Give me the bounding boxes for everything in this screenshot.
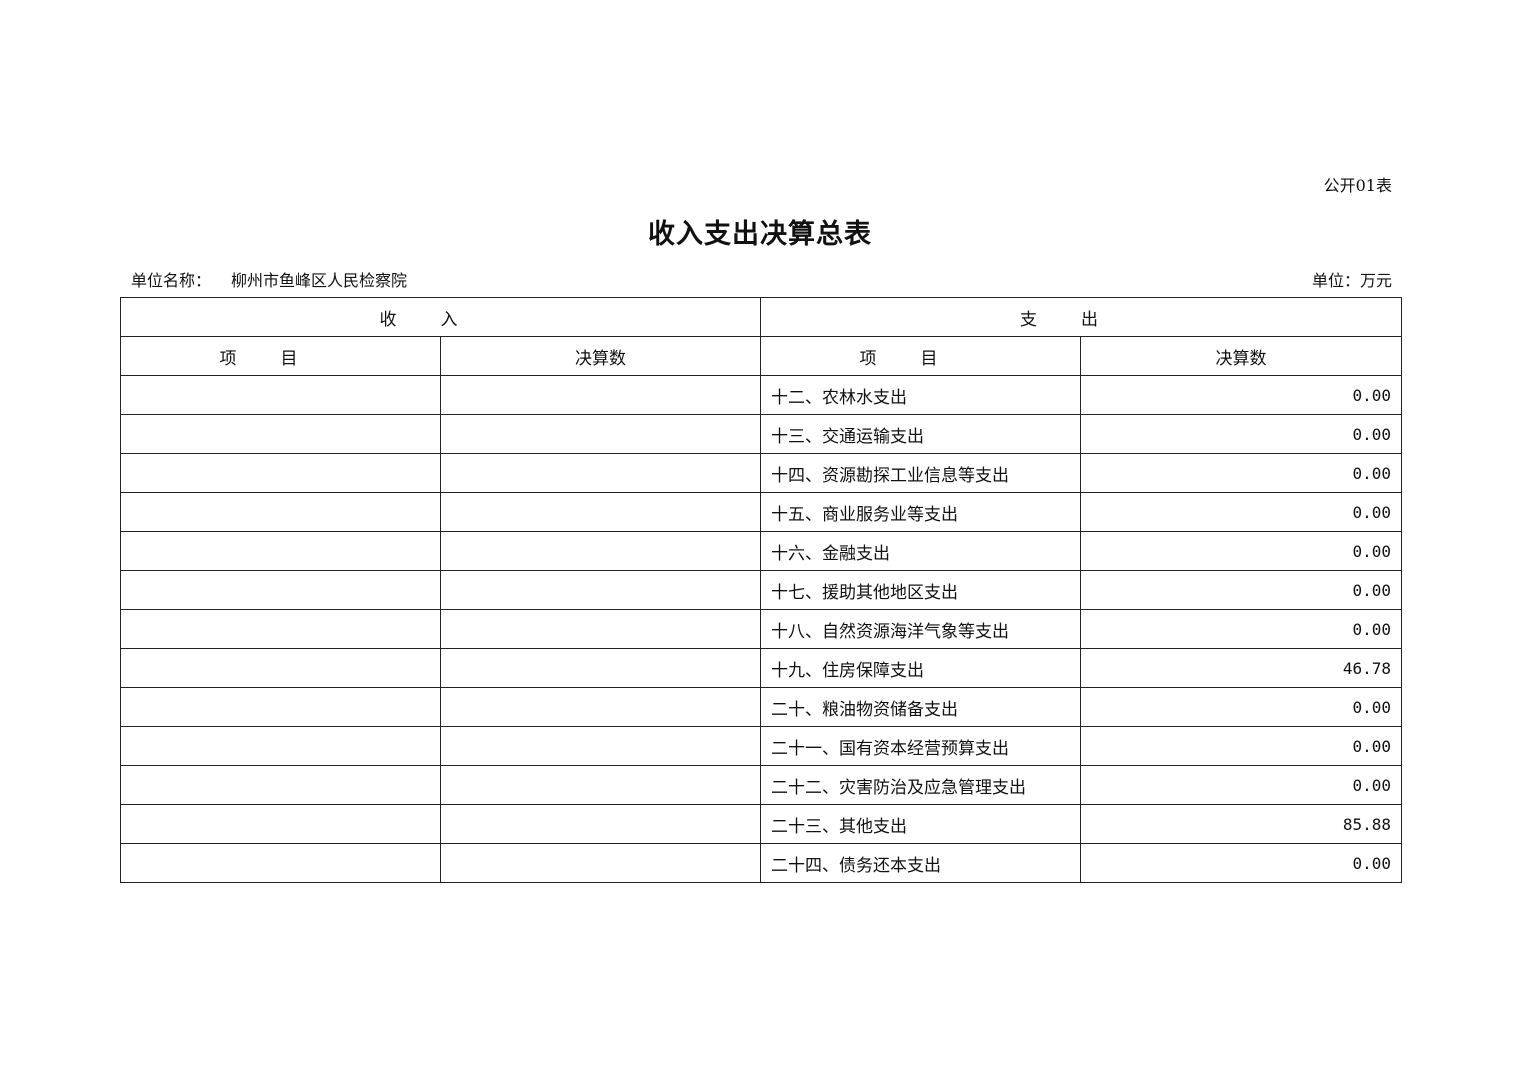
expense-item-cell: 十五、商业服务业等支出 [760,492,1081,532]
table-row: 二十、粮油物资储备支出 0.00 [120,687,1402,727]
income-amount-cell [440,492,761,532]
table-row: 十八、自然资源海洋气象等支出 0.00 [120,609,1402,649]
income-amount-cell [440,687,761,727]
expense-item-cell: 十二、农林水支出 [760,375,1081,415]
expense-amount-cell: 0.00 [1080,687,1402,727]
income-item-cell [120,414,441,454]
expense-item-cell: 二十、粮油物资储备支出 [760,687,1081,727]
expense-item-cell: 十九、住房保障支出 [760,648,1081,688]
income-item-cell [120,765,441,805]
income-section-header: 收入 [120,297,761,337]
expense-amount-cell: 0.00 [1080,609,1402,649]
table-row: 十六、金融支出 0.00 [120,531,1402,571]
expense-item-cell: 十六、金融支出 [760,531,1081,571]
income-amount-cell [440,414,761,454]
form-number: 公开01表 [1323,176,1392,195]
income-amount-cell [440,765,761,805]
expense-amount-cell: 0.00 [1080,531,1402,571]
table-row: 十九、住房保障支出 46.78 [120,648,1402,688]
income-amount-cell [440,726,761,766]
table-row: 二十一、国有资本经营预算支出 0.00 [120,726,1402,766]
table-row: 二十三、其他支出 85.88 [120,804,1402,844]
income-item-cell [120,648,441,688]
expense-amount-cell: 0.00 [1080,726,1402,766]
expense-item-header: 项目 [760,336,1081,376]
income-item-cell [120,375,441,415]
expense-item-cell: 十四、资源勘探工业信息等支出 [760,453,1081,493]
expense-item-cell: 二十三、其他支出 [760,804,1081,844]
unit-name-value: 柳州市鱼峰区人民检察院 [231,271,408,290]
page-title: 收入支出决算总表 [648,219,872,250]
expense-amount-cell: 85.88 [1080,804,1402,844]
income-item-cell [120,843,441,883]
income-item-cell [120,609,441,649]
column-header-row: 项目 决算数 项目 决算数 [120,336,1402,376]
expense-amount-cell: 0.00 [1080,492,1402,532]
income-item-cell [120,726,441,766]
expense-item-cell: 二十二、灾害防治及应急管理支出 [760,765,1081,805]
income-item-cell [120,687,441,727]
income-amount-cell [440,843,761,883]
expense-item-cell: 十八、自然资源海洋气象等支出 [760,609,1081,649]
expense-amount-header: 决算数 [1080,336,1402,376]
table-row: 二十二、灾害防治及应急管理支出 0.00 [120,765,1402,805]
income-amount-cell [440,804,761,844]
unit-name-line: 单位名称： 柳州市鱼峰区人民检察院 [131,267,407,291]
expense-amount-cell: 0.00 [1080,570,1402,610]
table-row: 十二、农林水支出 0.00 [120,375,1402,415]
income-item-cell [120,531,441,571]
currency-unit: 单位：万元 [1311,271,1392,290]
expense-item-cell: 二十一、国有资本经营预算支出 [760,726,1081,766]
income-amount-cell [440,609,761,649]
expense-amount-cell: 0.00 [1080,843,1402,883]
income-item-cell [120,570,441,610]
income-item-cell [120,453,441,493]
table-row: 十五、商业服务业等支出 0.00 [120,492,1402,532]
table-row: 十三、交通运输支出 0.00 [120,414,1402,454]
expense-amount-cell: 46.78 [1080,648,1402,688]
income-amount-cell [440,570,761,610]
section-header-row: 收入 支出 [120,297,1402,337]
table-row: 二十四、债务还本支出 0.00 [120,843,1402,883]
budget-summary-table: 收入 支出 项目 决算数 项目 决算数 十二、农林水支出 0.00 十三、交通运输支… [120,297,1402,883]
expense-amount-cell: 0.00 [1080,375,1402,415]
expense-item-cell: 十七、援助其他地区支出 [760,570,1081,610]
income-amount-cell [440,531,761,571]
table-row: 十四、资源勘探工业信息等支出 0.00 [120,453,1402,493]
income-amount-cell [440,648,761,688]
income-item-cell [120,492,441,532]
expense-item-cell: 十三、交通运输支出 [760,414,1081,454]
expense-section-header: 支出 [760,297,1402,337]
expense-amount-cell: 0.00 [1080,414,1402,454]
expense-amount-cell: 0.00 [1080,765,1402,805]
income-amount-cell [440,375,761,415]
income-amount-cell [440,453,761,493]
income-amount-header: 决算数 [440,336,761,376]
expense-amount-cell: 0.00 [1080,453,1402,493]
income-item-cell [120,804,441,844]
table-row: 十七、援助其他地区支出 0.00 [120,570,1402,610]
unit-name-label: 单位名称： [131,271,212,290]
income-item-header: 项目 [120,336,441,376]
expense-item-cell: 二十四、债务还本支出 [760,843,1081,883]
